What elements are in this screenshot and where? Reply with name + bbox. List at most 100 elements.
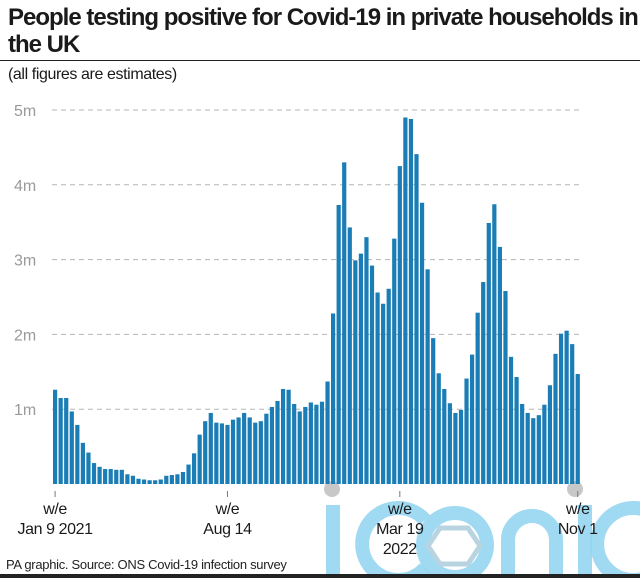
bar (186, 464, 191, 484)
bar (425, 269, 430, 484)
bar (375, 292, 380, 484)
watermark-letter-n (501, 509, 563, 578)
bar (225, 424, 230, 484)
bar (158, 479, 163, 484)
bar (69, 411, 74, 484)
bar (558, 333, 564, 484)
bar (486, 222, 491, 484)
watermark-letter-i2 (578, 505, 592, 578)
bar (492, 204, 497, 484)
watermark-hexagon (424, 525, 484, 567)
bar (553, 353, 558, 484)
source-note: PA graphic. Source: ONS Covid-19 infecti… (6, 557, 287, 572)
bar (358, 253, 363, 484)
watermark-letter-c2 (590, 501, 640, 578)
bar (470, 354, 475, 484)
bar (314, 404, 319, 484)
bar (58, 397, 63, 484)
bar (403, 117, 408, 484)
y-tick-label: 4m (14, 178, 36, 195)
watermark-dot (324, 481, 340, 497)
bar (319, 401, 325, 484)
bar (197, 434, 202, 484)
bar (336, 205, 341, 484)
bottom-bar (0, 574, 640, 578)
bar (508, 356, 514, 484)
bar (147, 480, 152, 484)
bar (536, 415, 541, 484)
bar (169, 475, 174, 484)
bar (575, 374, 580, 484)
x-tick-label: Mar 19 (376, 521, 424, 538)
x-tick-label: Jan 9 2021 (18, 521, 94, 538)
bar (447, 403, 452, 484)
bar (236, 417, 241, 484)
bar (525, 412, 530, 484)
bar (103, 469, 108, 484)
bar (141, 479, 147, 484)
y-tick-label: 2m (14, 327, 36, 344)
bar (381, 303, 386, 484)
x-tick-label: w/e (215, 501, 240, 518)
bar (481, 282, 486, 484)
bar (175, 474, 180, 484)
bar (325, 381, 330, 484)
x-tick-label: w/e (42, 501, 67, 518)
bar (269, 406, 275, 484)
bar (392, 238, 397, 484)
bar (464, 378, 469, 484)
chart-title: People testing positive for Covid-19 in … (8, 4, 639, 58)
watermark-dot (567, 481, 583, 497)
x-tick-label: w/e (387, 501, 412, 518)
bar (514, 377, 519, 484)
bar (192, 453, 197, 484)
bar (331, 313, 336, 484)
bar (431, 338, 436, 484)
y-tick-label: 5m (14, 103, 36, 120)
bar (86, 452, 91, 484)
bar (208, 412, 213, 484)
bar (108, 469, 113, 484)
bar (125, 474, 130, 484)
bar (308, 402, 313, 484)
bar (153, 480, 158, 484)
bar (258, 421, 263, 484)
bar (80, 442, 85, 484)
bar (230, 419, 236, 484)
bar (136, 478, 141, 484)
bar (242, 412, 247, 484)
bar (442, 389, 447, 484)
bar (475, 312, 480, 484)
x-tick-label: w/e (565, 501, 590, 518)
chart-subtitle: (all figures are estimates) (8, 66, 177, 83)
title-divider (0, 60, 640, 61)
bar (247, 417, 252, 484)
x-tick-label: 2022 (383, 541, 417, 558)
bar (353, 260, 358, 484)
bar (214, 422, 219, 484)
bar (364, 237, 369, 484)
bar (386, 288, 391, 484)
bar (180, 472, 186, 484)
watermark-letter-i (326, 505, 340, 578)
bar (130, 475, 136, 484)
bar (503, 291, 508, 484)
bar (219, 423, 224, 484)
bar (453, 412, 458, 484)
watermark-letter-c (355, 501, 431, 578)
bar (75, 424, 80, 484)
bar (570, 344, 575, 484)
bar (414, 154, 419, 484)
bar (531, 418, 536, 484)
bar (275, 400, 280, 484)
x-tick-label: Aug 14 (203, 521, 252, 538)
bar (286, 389, 291, 484)
bar (303, 406, 308, 484)
bar (497, 246, 502, 484)
bar (53, 389, 58, 484)
bar (520, 403, 525, 484)
watermark-logo (324, 481, 640, 578)
bar (397, 166, 402, 484)
bar (347, 227, 352, 484)
